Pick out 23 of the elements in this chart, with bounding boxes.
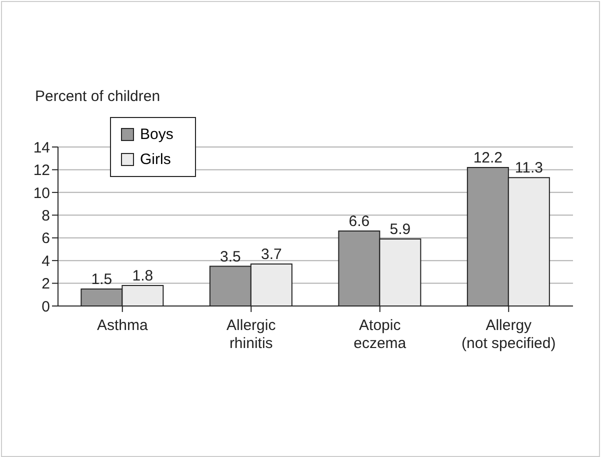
y-tick-label: 6 (42, 230, 50, 248)
x-tick-label: Allergic rhinitis (226, 317, 276, 352)
y-tick-label: 4 (42, 252, 50, 270)
y-tick-label: 8 (42, 207, 50, 224)
y-tick-label: 2 (42, 276, 50, 293)
y-tick-label: 12 (33, 162, 50, 180)
y-tick-label: 10 (33, 184, 50, 202)
data-label: 1.5 (91, 270, 112, 288)
x-tick-label: Allergy (not specified) (462, 317, 556, 352)
data-label: 1.8 (132, 268, 154, 285)
y-axis-title: Percent of children (35, 88, 160, 105)
data-label: 12.2 (473, 149, 503, 166)
y-tick-label: 0 (42, 298, 50, 316)
data-label: 5.9 (390, 220, 411, 238)
data-label: 3.7 (260, 246, 282, 263)
y-tick-label: 14 (33, 139, 50, 156)
data-label: 6.6 (348, 213, 370, 230)
legend-label: Boys (140, 126, 174, 143)
legend-label: Girls (140, 151, 171, 168)
x-tick-label: Atopic eczema (354, 317, 407, 352)
data-label: 3.5 (220, 248, 241, 266)
data-label: 11.3 (514, 160, 543, 177)
x-tick-label: Asthma (96, 317, 148, 334)
